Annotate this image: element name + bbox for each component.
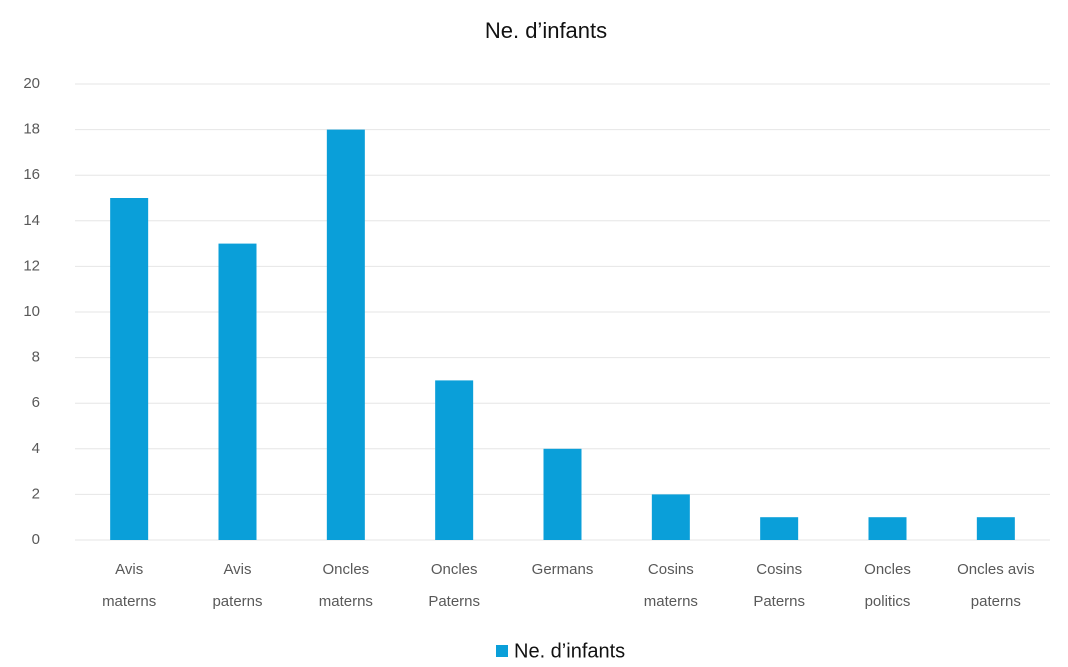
y-tick-label: 2 [32,485,40,502]
y-tick-label: 10 [23,303,40,320]
legend-label: Ne. d’infants [514,640,625,662]
bar [976,517,1015,540]
bar [435,380,474,540]
y-tick-label: 14 [23,212,40,229]
y-tick-label: 20 [23,75,40,92]
legend-swatch [496,645,508,657]
x-tick-label-line: materns [644,593,698,610]
x-tick-label-line: materns [319,593,373,610]
bar [651,494,690,540]
x-tick-label: Oncles Paterns [428,561,480,610]
bar [110,198,149,540]
bar [326,129,365,540]
x-tick-label-line: Cosins [756,561,802,578]
x-tick-label-line: Germans [532,561,594,578]
x-tick-label-line: Oncles [431,561,478,578]
x-tick-label: Oncles materns [319,561,373,610]
x-tick-label-line: Oncles avis [957,561,1035,578]
x-tick-label: Germans [532,561,594,578]
x-tick-label-line: Paterns [753,593,805,610]
x-tick-label-line: Avis [115,561,143,578]
y-tick-label: 8 [32,349,40,366]
y-tick-label: 18 [23,121,40,138]
x-tick-label: Oncles avis paterns [957,561,1035,610]
bar [868,517,907,540]
x-tick-label-line: Oncles [864,561,911,578]
x-tick-label-line: Avis [223,561,251,578]
x-tick-label-line: Cosins [648,561,694,578]
x-tick-label: Cosins Paterns [753,561,805,610]
bar [543,448,582,540]
y-tick-label: 4 [32,440,40,457]
x-tick-label: Oncles politics [864,561,911,610]
y-tick-label: 16 [23,166,40,183]
y-tick-label: 0 [32,531,40,548]
chart-title: Ne. d’infants [485,18,607,43]
x-tick-label: Cosins materns [644,561,698,610]
x-tick-label-line: paterns [971,593,1021,610]
x-tick-label-line: Paterns [428,593,480,610]
y-tick-label: 12 [23,257,40,274]
x-tick-label: Avis materns [102,561,156,610]
x-tick-label-line: paterns [212,593,262,610]
x-tick-label-line: materns [102,593,156,610]
x-tick-label-line: politics [865,593,911,610]
y-tick-label: 6 [32,394,40,411]
bar [760,517,799,540]
x-tick-label-line: Oncles [322,561,369,578]
x-tick-label: Avis paterns [212,561,262,610]
bar [218,243,257,540]
